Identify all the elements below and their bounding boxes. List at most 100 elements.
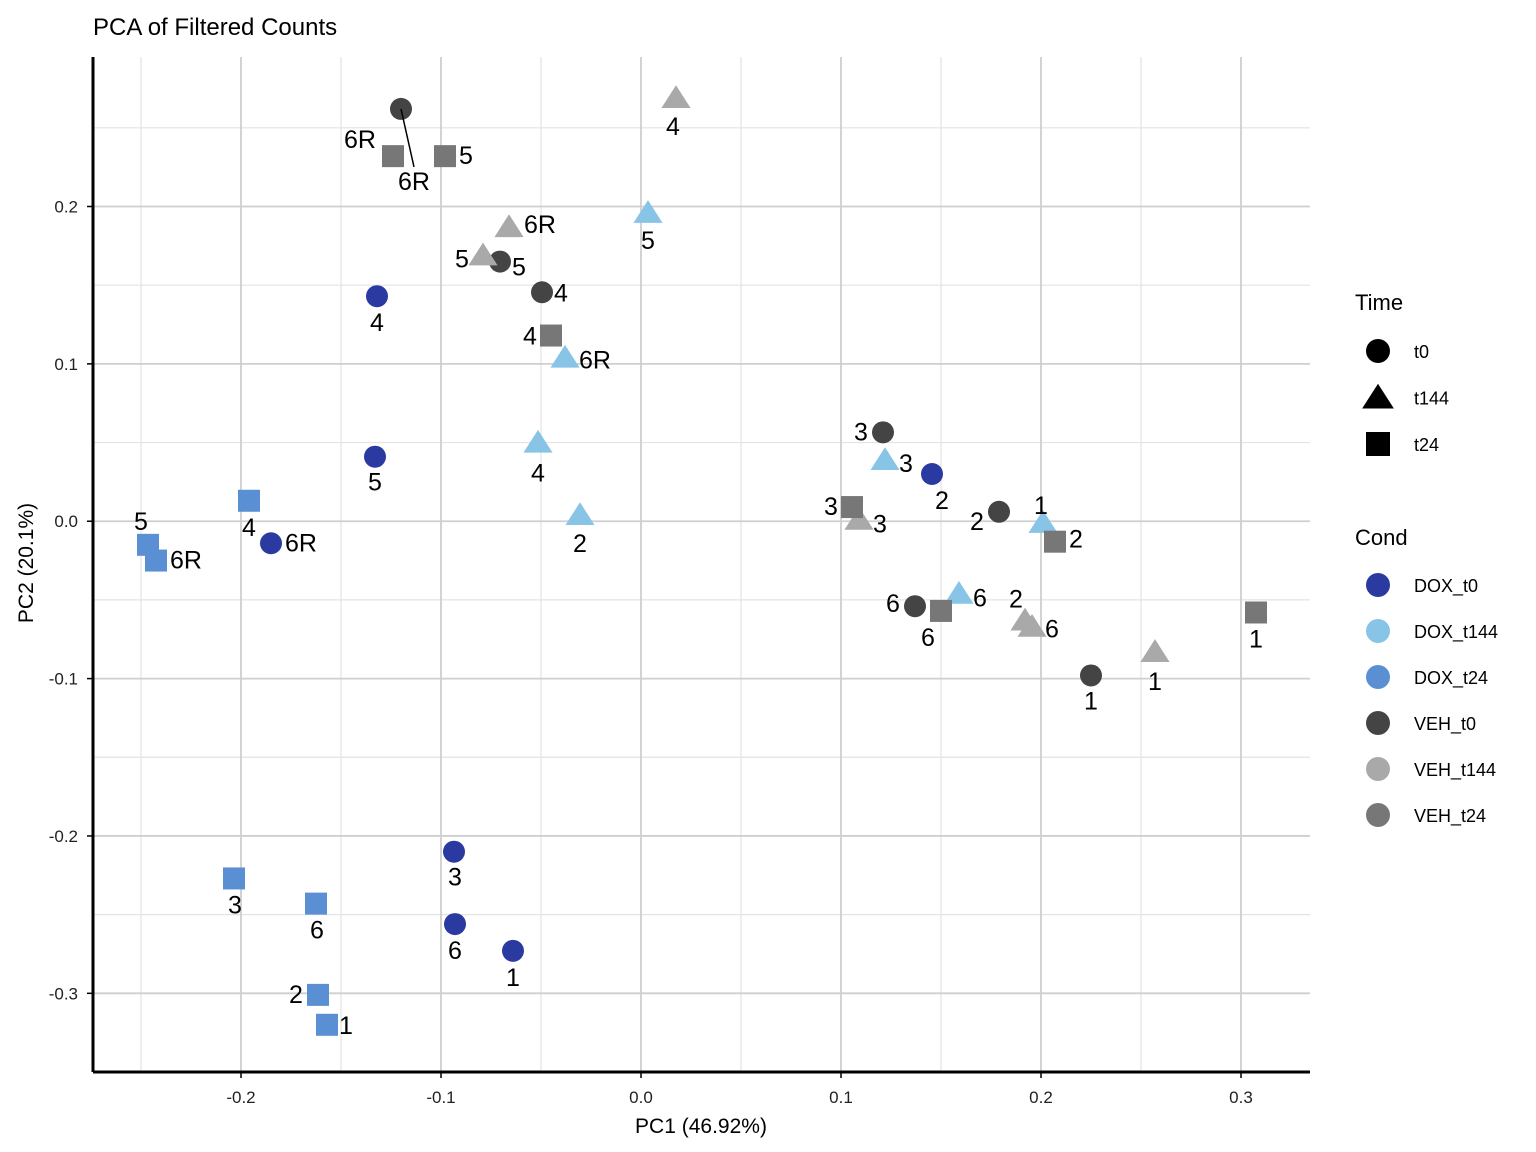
point-label: 6 [921, 624, 935, 652]
legend: Time t0 t144 t24 Cond DOX_t0 DOX_t144 DOX_t24 VE… [1355, 290, 1498, 827]
point-label: 6R [344, 126, 376, 154]
legend-cond-label: VEH_t144 [1414, 760, 1496, 781]
x-tick-label: -0.2 [226, 1088, 255, 1107]
x-tick-label: 0.0 [629, 1088, 653, 1107]
point-label: 1 [1034, 492, 1048, 520]
legend-time-label: t144 [1414, 389, 1449, 409]
point-label: 6 [973, 585, 987, 613]
point-label: 1 [506, 964, 520, 992]
legend-cond-label: VEH_t0 [1414, 714, 1476, 735]
legend-cond-label: DOX_t144 [1414, 622, 1498, 643]
point-DOX_t144-6R [550, 344, 580, 368]
point-label: 4 [242, 514, 256, 542]
axes: -0.2 -0.1 0.0 0.1 0.2 0.3 -0.3 -0.2 -0.1 0.0 0.1 0.… [49, 57, 1310, 1107]
x-tick-label: -0.1 [426, 1088, 455, 1107]
point-DOX_t0-1 [502, 939, 524, 962]
point-DOX_t0-6R [260, 532, 282, 555]
point-VEH_t24-5 [434, 145, 456, 168]
point-VEH_t0-2 [988, 500, 1010, 523]
point-label: 6R [285, 529, 317, 557]
point-DOX_t144-4 [523, 429, 553, 453]
point-label: 1 [1084, 687, 1098, 715]
point-DOX_t144-3 [870, 447, 900, 470]
grid [93, 57, 1310, 1073]
legend-square-icon [1366, 432, 1390, 456]
legend-cond-label: VEH_t24 [1414, 806, 1486, 827]
point-label: 6R [579, 347, 611, 375]
legend-circle-icon [1366, 339, 1390, 363]
point-label: 6 [886, 590, 900, 618]
legend-color-swatch [1366, 573, 1390, 597]
legend-time-title: Time [1355, 290, 1403, 315]
point-label: 5 [455, 245, 469, 273]
point-label: 6R [170, 547, 202, 575]
point-DOX_t24-1 [316, 1013, 338, 1036]
point-DOX_t0-4 [366, 285, 388, 308]
point-label: 1 [1148, 668, 1162, 696]
point-label: 6R [398, 168, 430, 196]
point-label: 2 [970, 508, 984, 536]
point-label: 2 [573, 530, 587, 558]
legend-cond-title: Cond [1355, 525, 1408, 550]
x-axis-label: PC1 (46.92%) [635, 1115, 767, 1138]
point-label: 5 [134, 508, 148, 536]
legend-triangle-icon [1362, 383, 1394, 409]
point-VEH_t24-6 [930, 599, 952, 622]
point-label: 2 [289, 981, 303, 1009]
point-DOX_t24-6R [145, 549, 167, 572]
point-label: 5 [368, 469, 382, 497]
y-tick-label: 0.1 [54, 355, 78, 374]
point-VEH_t24-4 [540, 324, 562, 347]
point-label: 4 [666, 113, 680, 141]
chart-title: PCA of Filtered Counts [93, 14, 337, 41]
point-VEH_t144-4 [661, 85, 691, 109]
y-tick-label: 0.0 [54, 512, 78, 531]
legend-color-swatch [1366, 665, 1390, 689]
point-VEH_t144-6 [1017, 614, 1047, 637]
point-VEH_t24-6R [382, 145, 404, 168]
point-VEH_t144-1 [1140, 639, 1170, 662]
legend-time-label: t0 [1414, 342, 1429, 362]
y-tick-label: -0.1 [49, 670, 78, 689]
point-DOX_t144-1 [1028, 510, 1058, 533]
point-DOX_t24-2 [307, 983, 329, 1006]
point-label: 3 [854, 418, 868, 446]
point-VEH_t0-3 [872, 421, 894, 444]
y-tick-label: -0.3 [49, 984, 78, 1003]
point-DOX_t24-4 [238, 489, 260, 512]
legend-color-swatch [1366, 757, 1390, 781]
point-label: 2 [935, 487, 949, 515]
point-label: 5 [512, 254, 526, 282]
point-label: 3 [448, 864, 462, 892]
point-label: 3 [899, 450, 913, 478]
point-label: 3 [873, 511, 887, 539]
point-DOX_t144-2 [565, 502, 595, 526]
point-label: 6 [310, 917, 324, 945]
x-tick-label: 0.1 [829, 1088, 853, 1107]
point-DOX_t24-3 [223, 867, 245, 890]
point-DOX_t144-5 [633, 200, 663, 223]
point-label: 6R [524, 211, 556, 239]
point-label: 3 [228, 891, 242, 919]
point-VEH_t144-5 [468, 242, 498, 266]
legend-color-swatch [1366, 711, 1390, 735]
legend-time-label: t24 [1414, 435, 1439, 455]
point-VEH_t0-1 [1080, 664, 1102, 687]
point-label: 4 [523, 323, 537, 351]
legend-color-swatch [1366, 803, 1390, 827]
point-label: 2 [1069, 526, 1083, 554]
y-tick-label: 0.2 [54, 197, 78, 216]
legend-cond-label: DOX_t24 [1414, 668, 1488, 689]
y-tick-label: -0.2 [49, 827, 78, 846]
point-label: 5 [459, 142, 473, 170]
point-DOX_t0-6 [444, 913, 466, 936]
point-VEH_t0-5 [489, 250, 511, 273]
point-label: 6 [1045, 616, 1059, 644]
point-label: 1 [339, 1012, 353, 1040]
point-DOX_t0-3 [443, 840, 465, 863]
point-label: 1 [1249, 625, 1263, 653]
point-VEH_t24-2 [1044, 530, 1066, 553]
x-tick-label: 0.2 [1029, 1088, 1053, 1107]
point-label: 4 [554, 279, 568, 307]
